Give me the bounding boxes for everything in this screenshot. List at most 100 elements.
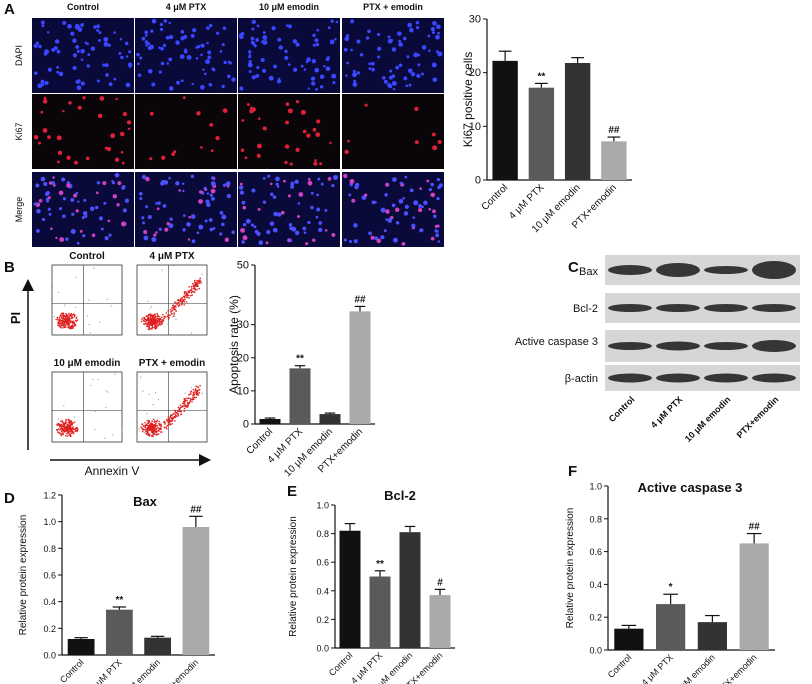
event xyxy=(194,289,197,291)
cell-dot xyxy=(168,34,174,40)
cell-dot xyxy=(231,77,236,82)
event xyxy=(193,291,196,293)
event xyxy=(191,294,193,296)
event xyxy=(57,324,59,327)
event xyxy=(176,302,178,304)
cell-dot xyxy=(142,221,146,225)
y-tick-label: 0 xyxy=(243,419,249,431)
event xyxy=(194,285,197,287)
panel-letter: F xyxy=(568,463,577,480)
event xyxy=(190,332,193,334)
event xyxy=(89,332,91,334)
event xyxy=(143,323,146,325)
cell-dot xyxy=(210,181,216,187)
cell-dot xyxy=(333,175,338,180)
cell-dot xyxy=(219,50,223,53)
event xyxy=(67,325,69,327)
cell-dot xyxy=(183,214,186,217)
cell-dot xyxy=(391,47,397,52)
event xyxy=(144,426,147,429)
cell-dot xyxy=(80,23,84,28)
event xyxy=(147,321,149,324)
event xyxy=(187,397,189,400)
y-tick-label: 0.8 xyxy=(589,514,602,524)
cell-dot xyxy=(121,161,125,165)
cell-dot xyxy=(34,71,38,75)
cell-dot xyxy=(307,180,313,186)
event xyxy=(158,422,160,425)
bar xyxy=(105,609,133,655)
cell-dot xyxy=(96,24,100,29)
cell-dot xyxy=(219,210,224,215)
event xyxy=(157,399,160,401)
row-label: Ki67 xyxy=(14,122,24,140)
event xyxy=(193,287,195,289)
event xyxy=(151,326,154,329)
cell-dot xyxy=(398,39,402,43)
event xyxy=(62,325,64,327)
cell-dot xyxy=(251,188,256,193)
event xyxy=(72,432,75,435)
cell-dot xyxy=(52,176,55,179)
event xyxy=(158,317,160,320)
y-tick-label: 20 xyxy=(469,67,481,79)
flow-title: 4 μM PTX xyxy=(149,251,194,262)
row-label: Merge xyxy=(14,197,24,223)
cell-dot xyxy=(169,86,174,91)
cell-dot xyxy=(161,155,166,160)
event xyxy=(156,419,159,422)
event xyxy=(88,323,90,326)
event xyxy=(148,328,151,331)
event xyxy=(67,421,69,424)
cell-dot xyxy=(44,192,49,196)
event xyxy=(155,392,157,394)
event xyxy=(151,305,153,308)
cell-dot xyxy=(105,73,109,77)
event xyxy=(197,394,200,396)
cell-dot xyxy=(139,56,143,60)
blot-band xyxy=(752,304,796,312)
event xyxy=(152,418,155,421)
cell-dot xyxy=(356,71,361,75)
cell-dot xyxy=(255,73,260,78)
blot-band xyxy=(704,266,748,274)
cell-dot xyxy=(38,141,41,145)
event xyxy=(153,316,156,319)
cell-dot xyxy=(149,44,154,50)
x-tick-label: 4 μM PTX xyxy=(640,652,675,684)
event xyxy=(73,416,75,418)
event xyxy=(155,321,157,324)
cell-dot xyxy=(387,82,392,88)
event xyxy=(121,430,123,432)
event xyxy=(60,420,62,422)
event xyxy=(68,312,70,315)
y-tick-label: 50 xyxy=(237,260,249,272)
event xyxy=(65,315,68,318)
cell-dot xyxy=(398,42,403,47)
cell-dot xyxy=(302,226,307,231)
event xyxy=(187,294,189,297)
event xyxy=(147,328,150,330)
event xyxy=(201,273,203,275)
event xyxy=(189,401,191,403)
cell-dot xyxy=(206,202,211,208)
cell-dot xyxy=(147,42,151,45)
cell-dot xyxy=(437,51,443,57)
cell-dot xyxy=(155,202,158,205)
cell-dot xyxy=(242,235,248,241)
micrograph xyxy=(32,18,134,93)
cell-dot xyxy=(288,24,292,29)
cell-dot xyxy=(196,111,201,116)
event xyxy=(180,303,183,306)
cell-dot xyxy=(383,79,388,84)
event xyxy=(66,432,69,434)
cell-dot xyxy=(246,103,250,106)
event xyxy=(182,300,184,302)
event xyxy=(106,298,109,300)
cell-dot xyxy=(72,38,77,43)
cell-dot xyxy=(331,73,337,79)
cell-dot xyxy=(44,80,49,86)
cell-dot xyxy=(349,179,355,184)
cell-dot xyxy=(306,133,311,138)
event xyxy=(172,304,174,306)
